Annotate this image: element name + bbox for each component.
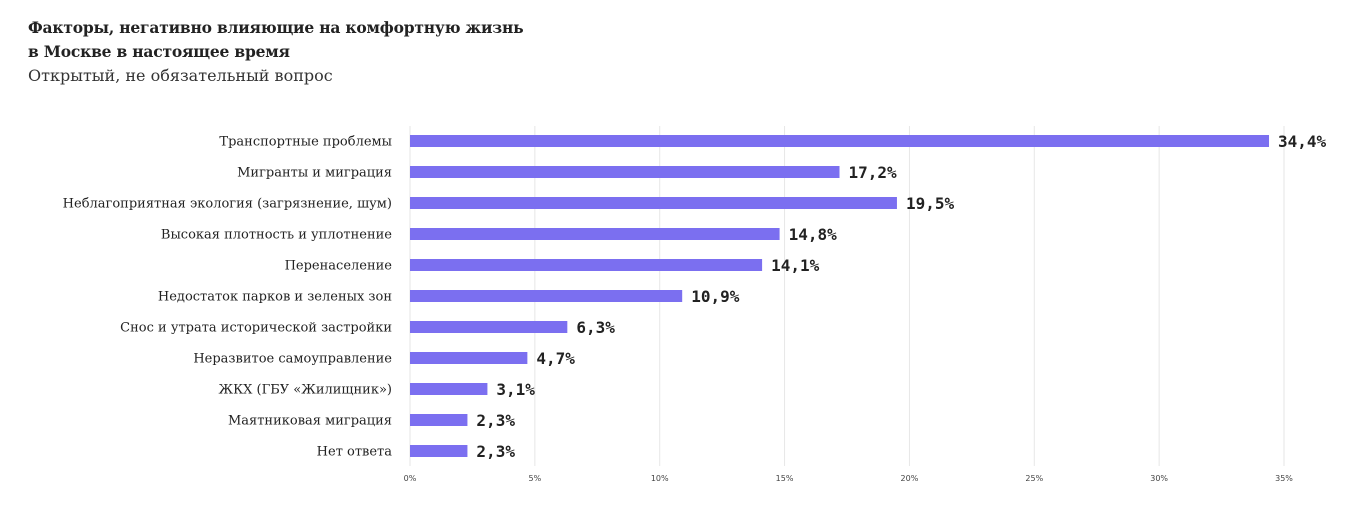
category-label: Недостаток парков и зеленых зон	[158, 290, 392, 305]
bar	[410, 166, 840, 178]
bar	[410, 383, 488, 395]
x-tick-label: 20%	[901, 474, 919, 483]
bar	[410, 445, 468, 457]
bar	[410, 197, 897, 209]
x-tick-label: 30%	[1150, 474, 1168, 483]
category-label: Транспортные проблемы	[219, 135, 392, 150]
x-tick-label: 5%	[529, 474, 542, 483]
x-tick-label: 25%	[1025, 474, 1043, 483]
value-label: 6,3%	[576, 318, 615, 337]
category-label: Неразвитое самоуправление	[193, 352, 392, 367]
category-label: ЖКХ (ГБУ «Жилищник»)	[218, 383, 392, 398]
value-label: 4,7%	[536, 349, 575, 368]
chart-title-line2: в Москве в настоящее время	[28, 42, 290, 61]
bar	[410, 290, 683, 302]
x-tick-label: 0%	[404, 474, 417, 483]
bar	[410, 414, 468, 426]
category-label: Маятниковая миграция	[228, 414, 392, 429]
value-label: 10,9%	[691, 287, 740, 306]
x-tick-label: 15%	[776, 474, 794, 483]
x-tick-label: 10%	[651, 474, 669, 483]
category-label: Мигранты и миграция	[237, 166, 392, 181]
value-label: 34,4%	[1278, 132, 1327, 151]
value-label: 2,3%	[476, 411, 515, 430]
bar	[410, 352, 528, 364]
bar	[410, 321, 568, 333]
value-label: 14,8%	[789, 225, 838, 244]
value-label: 17,2%	[849, 163, 898, 182]
category-label: Снос и утрата исторической застройки	[120, 321, 392, 336]
value-label: 14,1%	[771, 256, 820, 275]
bar	[410, 135, 1270, 147]
category-label: Нет ответа	[317, 445, 393, 460]
bar	[410, 228, 780, 240]
x-tick-label: 35%	[1275, 474, 1293, 483]
category-label: Неблагоприятная экология (загрязнение, ш…	[63, 197, 392, 212]
value-label: 2,3%	[476, 442, 515, 461]
chart-subtitle: Открытый, не обязательный вопрос	[28, 66, 333, 85]
category-label: Высокая плотность и уплотнение	[161, 228, 392, 243]
bar	[410, 259, 763, 271]
chart-title: Факторы, негативно влияющие на комфортну…	[28, 18, 524, 37]
value-label: 19,5%	[906, 194, 955, 213]
value-label: 3,1%	[496, 380, 535, 399]
category-label: Перенаселение	[285, 259, 393, 274]
